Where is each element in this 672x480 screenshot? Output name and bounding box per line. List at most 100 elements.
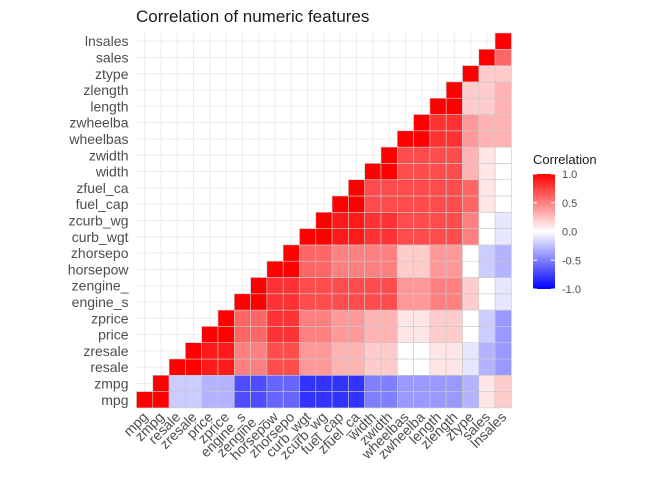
heatmap-cell — [396, 146, 414, 164]
heatmap-cell — [478, 81, 496, 99]
heatmap-cell — [396, 358, 414, 376]
heatmap-cell — [429, 358, 447, 376]
heatmap-cell — [494, 342, 512, 360]
heatmap-cell — [299, 260, 317, 278]
heatmap-cell — [462, 326, 480, 343]
heatmap-cell — [348, 293, 365, 311]
legend-tick-label: -0.5 — [562, 255, 581, 267]
heatmap-cell — [250, 374, 268, 392]
heatmap-cell — [445, 309, 463, 327]
y-tick-label: ztype — [95, 66, 129, 82]
heatmap-cell — [315, 244, 333, 262]
heatmap-cell — [348, 277, 365, 295]
heatmap-cell — [152, 374, 170, 392]
heatmap-cell — [478, 130, 496, 148]
heatmap-cell — [413, 358, 431, 376]
heatmap-cell — [429, 179, 447, 197]
heatmap-cell — [217, 326, 235, 343]
heatmap-cell — [185, 342, 202, 360]
heatmap-cell — [413, 163, 431, 180]
heatmap-cell — [315, 293, 333, 311]
heatmap-cell — [396, 244, 414, 262]
heatmap-cell — [299, 342, 317, 360]
heatmap-cell — [299, 326, 317, 343]
heatmap-cell — [429, 277, 447, 295]
heatmap-cell — [315, 326, 333, 343]
heatmap-cell — [429, 374, 447, 392]
heatmap-cell — [152, 391, 170, 409]
heatmap-cell — [299, 358, 317, 376]
heatmap-cell — [494, 228, 512, 246]
heatmap-cell — [348, 358, 365, 376]
heatmap-cell — [478, 48, 496, 66]
heatmap-cell — [413, 309, 431, 327]
heatmap-cell — [462, 358, 480, 376]
heatmap-cell — [234, 309, 251, 327]
heatmap-cell — [445, 130, 463, 148]
heatmap-cell — [494, 277, 512, 295]
heatmap-cell — [494, 326, 512, 343]
heatmap-cell — [364, 212, 382, 229]
heatmap-cell — [396, 179, 414, 197]
heatmap-cell — [282, 326, 300, 343]
heatmap-cell — [250, 358, 268, 376]
heatmap-cell — [445, 163, 463, 180]
heatmap-cell — [315, 277, 333, 295]
heatmap-cell — [380, 342, 398, 360]
heatmap-cell — [494, 358, 512, 376]
heatmap-cell — [396, 228, 414, 246]
y-tick-label: sales — [96, 49, 129, 65]
heatmap-cell — [282, 342, 300, 360]
y-tick-label: wheelbas — [68, 131, 128, 147]
heatmap-cell — [185, 358, 202, 376]
heatmap-cell — [429, 114, 447, 132]
heatmap-cell — [266, 309, 284, 327]
heatmap-cell — [445, 244, 463, 262]
heatmap-cell — [462, 309, 480, 327]
heatmap-cell — [494, 65, 512, 83]
heatmap-cell — [429, 212, 447, 229]
legend-tick-label: 0.5 — [562, 198, 577, 210]
heatmap-cell — [380, 146, 398, 164]
heatmap-cell — [348, 228, 365, 246]
heatmap-cell — [478, 114, 496, 132]
heatmap-cell — [266, 358, 284, 376]
y-tick-label: width — [95, 164, 129, 180]
heatmap-cell — [494, 212, 512, 229]
heatmap-cell — [413, 260, 431, 278]
heatmap-cell — [429, 195, 447, 213]
heatmap-cell — [396, 309, 414, 327]
heatmap-cell — [478, 228, 496, 246]
heatmap-cell — [478, 244, 496, 262]
heatmap-cell — [299, 228, 317, 246]
heatmap-cell — [413, 195, 431, 213]
heatmap-cell — [380, 293, 398, 311]
heatmap-cell — [478, 212, 496, 229]
heatmap-cell — [315, 260, 333, 278]
heatmap-cell — [478, 358, 496, 376]
heatmap-cell — [266, 293, 284, 311]
heatmap-cell — [364, 260, 382, 278]
legend-colorbar — [533, 174, 555, 289]
heatmap-cell — [136, 391, 154, 409]
heatmap-cell — [380, 179, 398, 197]
heatmap-cell — [478, 326, 496, 343]
color-legend: Correlation 1.0 0.5 0.0 -0.5 -1.0 — [533, 152, 597, 296]
heatmap-cell — [185, 391, 202, 409]
heatmap-cell — [331, 260, 349, 278]
heatmap-cell — [331, 374, 349, 392]
heatmap-cell — [429, 309, 447, 327]
heatmap-cell — [348, 244, 365, 262]
heatmap-cell — [266, 326, 284, 343]
heatmap-cell — [234, 358, 251, 376]
heatmap-cell — [348, 342, 365, 360]
heatmap-cell — [494, 195, 512, 213]
heatmap-cell — [445, 81, 463, 99]
heatmap-cell — [168, 391, 186, 409]
heatmap-cell — [494, 374, 512, 392]
heatmap-cell — [364, 244, 382, 262]
heatmap-cell — [462, 244, 480, 262]
heatmap-cell — [331, 244, 349, 262]
heatmap-cell — [331, 212, 349, 229]
heatmap-cell — [429, 130, 447, 148]
